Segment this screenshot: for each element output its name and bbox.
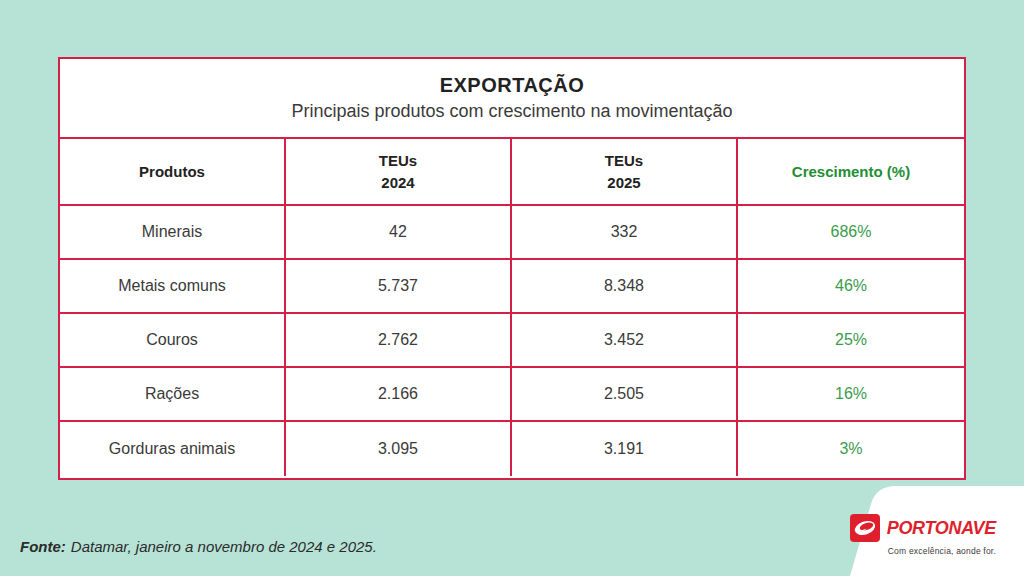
table-title-block: EXPORTAÇÃO Principais produtos com cresc… <box>60 59 964 139</box>
table-cell-crescimento: 3% <box>738 422 964 476</box>
portonave-wordmark: PORTONAVE <box>887 518 996 539</box>
table-cell-teus-2025: 332 <box>512 206 738 260</box>
source-label: Fonte: <box>20 538 66 555</box>
column-header-label: Produtos <box>139 161 205 183</box>
table-cell-produto: Metais comuns <box>60 260 286 314</box>
table-cell-teus-2024: 3.095 <box>286 422 512 476</box>
table-cell-teus-2024: 42 <box>286 206 512 260</box>
table-cell-produto: Rações <box>60 368 286 422</box>
table-cell-teus-2025: 2.505 <box>512 368 738 422</box>
column-header-label: 2024 <box>381 172 414 194</box>
column-header-label: Crescimento (%) <box>792 161 910 183</box>
portonave-logo: PORTONAVE Com excelência, aonde for. <box>850 514 996 556</box>
table-cell-crescimento: 686% <box>738 206 964 260</box>
source-note: Fonte: Datamar, janeiro a novembro de 202… <box>20 538 377 555</box>
table-cell-crescimento: 25% <box>738 314 964 368</box>
table-cell-teus-2025: 3.452 <box>512 314 738 368</box>
column-header-label: TEUs <box>605 150 643 172</box>
table-cell-teus-2024: 5.737 <box>286 260 512 314</box>
column-header-label: 2025 <box>607 172 640 194</box>
column-header-teus-2025: TEUs 2025 <box>512 139 738 206</box>
table-title: EXPORTAÇÃO <box>440 74 585 97</box>
column-header-teus-2024: TEUs 2024 <box>286 139 512 206</box>
table-cell-crescimento: 16% <box>738 368 964 422</box>
table-grid: Produtos TEUs 2024 TEUs 2025 Crescimento… <box>60 139 964 476</box>
table-cell-produto: Couros <box>60 314 286 368</box>
table-cell-teus-2024: 2.762 <box>286 314 512 368</box>
column-header-crescimento: Crescimento (%) <box>738 139 964 206</box>
table-cell-produto: Minerais <box>60 206 286 260</box>
slide-background: { "colors": { "background_mint": "#b7e3d… <box>0 0 1024 576</box>
ship-swoosh-icon <box>850 514 880 542</box>
table-cell-teus-2024: 2.166 <box>286 368 512 422</box>
logo-row: PORTONAVE <box>850 514 996 542</box>
column-header-produtos: Produtos <box>60 139 286 206</box>
table-subtitle: Principais produtos com crescimento na m… <box>291 101 732 122</box>
logo-tagline: Com excelência, aonde for. <box>888 546 996 556</box>
source-text: Datamar, janeiro a novembro de 2024 e 20… <box>71 538 377 555</box>
export-table: EXPORTAÇÃO Principais produtos com cresc… <box>58 57 966 480</box>
table-cell-crescimento: 46% <box>738 260 964 314</box>
column-header-label: TEUs <box>379 150 417 172</box>
table-cell-produto: Gorduras animais <box>60 422 286 476</box>
table-cell-teus-2025: 8.348 <box>512 260 738 314</box>
table-cell-teus-2025: 3.191 <box>512 422 738 476</box>
